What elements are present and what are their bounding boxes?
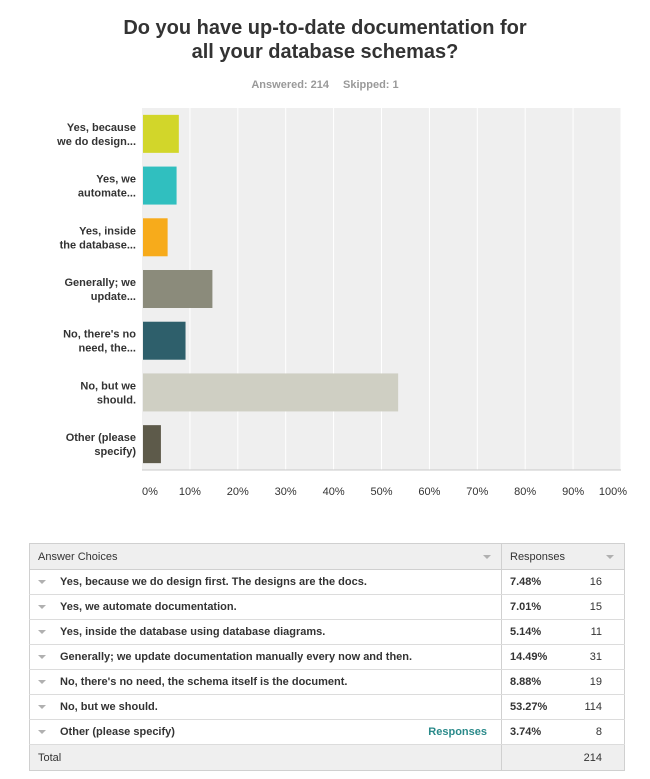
category-label: No, but we [80, 380, 136, 392]
answered-count: Answered: 214 [251, 79, 330, 91]
answer-choice-label: Generally; we update documentation manua… [60, 651, 413, 663]
response-percent: 5.14% [501, 619, 572, 645]
response-count: 31 [572, 644, 625, 670]
category-label: update... [91, 291, 136, 303]
total-value: 214 [501, 744, 625, 771]
sort-caret-icon[interactable] [606, 555, 614, 559]
category-label: Generally; we [64, 277, 136, 289]
response-count: 114 [572, 694, 625, 720]
bar [143, 114, 179, 153]
table-row: Yes, because we do design first. The des… [29, 569, 625, 595]
answer-choice-cell: Generally; we update documentation manua… [29, 644, 502, 670]
answer-choice-cell: No, but we should. [29, 694, 502, 720]
other-responses-link[interactable]: Responses [428, 726, 487, 738]
category-label: No, there's no [63, 329, 136, 341]
x-tick-label: 0% [142, 486, 158, 498]
response-stats: Answered: 214 Skipped: 1 [0, 79, 650, 91]
chart-title-line-2: all your database schemas? [191, 41, 459, 63]
category-label: automate... [78, 188, 136, 200]
bar [143, 218, 168, 257]
bar [143, 321, 186, 360]
row-expand-caret-icon[interactable] [38, 680, 46, 685]
answer-choice-label: No, there's no need, the schema itself i… [60, 676, 348, 688]
row-expand-caret-icon[interactable] [38, 605, 46, 610]
response-count: 11 [572, 619, 625, 645]
answer-choice-label: No, but we should. [60, 701, 158, 713]
response-count: 16 [572, 569, 625, 595]
x-tick-label: 70% [466, 486, 488, 498]
response-percent: 53.27% [501, 694, 572, 720]
bar [143, 166, 177, 205]
row-expand-caret-icon[interactable] [38, 655, 46, 660]
row-expand-caret-icon[interactable] [38, 730, 46, 735]
row-expand-caret-icon[interactable] [38, 630, 46, 635]
bar [143, 270, 213, 308]
category-label: Yes, we [96, 174, 136, 186]
row-expand-caret-icon[interactable] [38, 705, 46, 710]
answer-choice-cell: No, there's no need, the schema itself i… [29, 669, 502, 695]
responses-header-label: Responses [510, 550, 566, 563]
category-label: need, the... [79, 343, 136, 355]
bar-chart: 0% 10% 20% 30% 40% 50% 60% 70% 80% 90% 100% Yes, be… [56, 108, 627, 498]
answer-choice-label: Yes, inside the database using database … [60, 626, 326, 638]
table-row: No, but we should. 53.27% 114 [29, 694, 625, 720]
x-tick-label: 100% [599, 486, 627, 498]
row-expand-caret-icon[interactable] [38, 580, 46, 585]
category-label: the database... [60, 239, 136, 251]
table-header-row: Answer Choices Responses [29, 543, 625, 570]
table-row: No, there's no need, the schema itself i… [29, 669, 625, 695]
x-tick-label: 50% [370, 486, 392, 498]
answer-choice-cell: Yes, we automate documentation. [29, 594, 502, 620]
response-percent: 7.48% [501, 569, 572, 595]
category-label: should. [97, 394, 136, 406]
response-count: 8 [572, 719, 625, 745]
table-row: Yes, we automate documentation. 7.01% 15 [29, 594, 625, 620]
chart-title-line-1: Do you have up-to-date documentation for [123, 17, 527, 39]
answer-choice-label: Other (please specify) [60, 726, 175, 738]
table-row: Yes, inside the database using database … [29, 619, 625, 645]
answer-choice-label: Yes, we automate documentation. [60, 601, 237, 613]
category-label: Yes, inside [79, 225, 136, 237]
answer-choice-label: Yes, because we do design first. The des… [60, 576, 367, 588]
category-label: Yes, because [67, 122, 136, 134]
response-percent: 7.01% [501, 594, 572, 620]
x-tick-label: 10% [179, 486, 201, 498]
response-percent: 14.49% [501, 644, 572, 670]
x-tick-label: 80% [514, 486, 536, 498]
category-label: Other (please [66, 432, 136, 444]
total-label: Total [29, 744, 502, 771]
skipped-count: Skipped: 1 [343, 79, 399, 91]
answer-choice-cell: Yes, because we do design first. The des… [29, 569, 502, 595]
category-label: specify) [94, 446, 136, 458]
table-row: Generally; we update documentation manua… [29, 644, 625, 670]
table-row: Other (please specify) Responses 3.74% 8 [29, 719, 625, 745]
response-count: 15 [572, 594, 625, 620]
response-percent: 8.88% [501, 669, 572, 695]
answer-choice-cell: Yes, inside the database using database … [29, 619, 502, 645]
chart-title: Do you have up-to-date documentation for… [0, 16, 650, 64]
x-tick-label: 30% [275, 486, 297, 498]
x-tick-label: 20% [227, 486, 249, 498]
answer-choices-header[interactable]: Answer Choices [29, 543, 502, 570]
response-count: 19 [572, 669, 625, 695]
category-label: we do design... [56, 136, 136, 148]
bar [143, 373, 399, 412]
x-tick-label: 60% [418, 486, 440, 498]
answer-choice-cell: Other (please specify) Responses [29, 719, 502, 745]
x-tick-label: 40% [323, 486, 345, 498]
bar [143, 425, 161, 464]
responses-header[interactable]: Responses [501, 543, 625, 570]
sort-caret-icon[interactable] [483, 555, 491, 559]
answer-choices-header-label: Answer Choices [38, 550, 118, 563]
table-total-row: Total 214 [29, 744, 625, 771]
answer-table: Answer Choices Responses Yes, because we… [29, 543, 625, 771]
response-percent: 3.74% [501, 719, 572, 745]
x-tick-label: 90% [562, 486, 584, 498]
